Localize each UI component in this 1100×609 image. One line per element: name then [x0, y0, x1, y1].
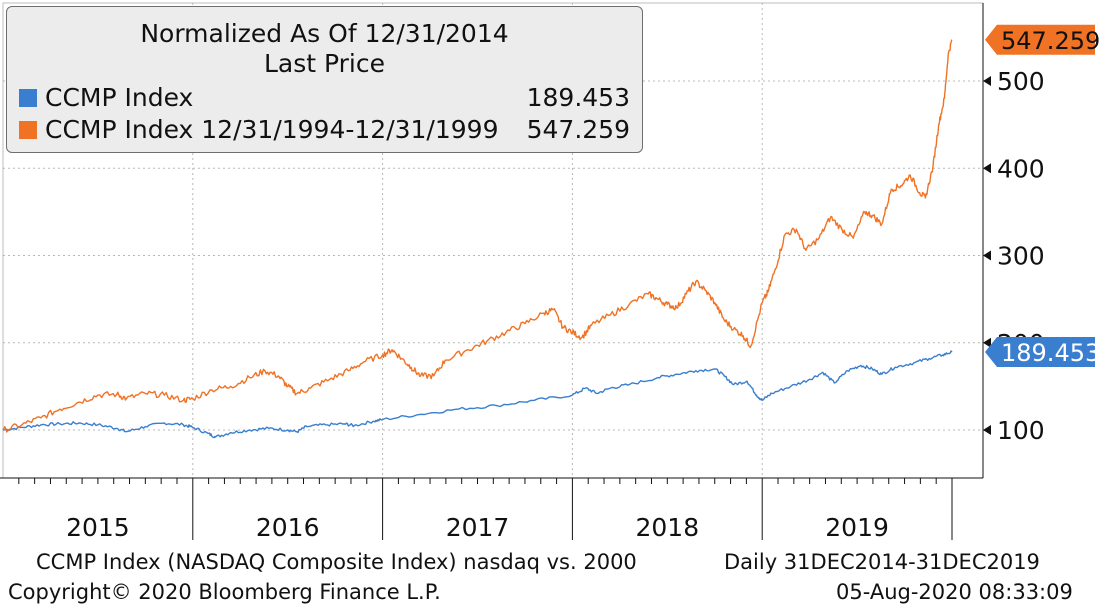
x-tick-label: 2016 [256, 513, 320, 542]
series-line-0 [2, 350, 953, 439]
y-tick-mark [983, 163, 991, 174]
last-value-tag-0 [985, 336, 1095, 367]
footer-range: Daily 31DEC2014-31DEC2019 [724, 550, 1040, 574]
legend-swatch-ccmp-1990s [19, 121, 37, 139]
x-tick-label: 2015 [66, 513, 130, 542]
y-tick-label: 300 [997, 242, 1045, 271]
legend-value-ccmp: 189.453 [526, 83, 630, 112]
x-tick-label: 2017 [446, 513, 510, 542]
footer-description: CCMP Index (NASDAQ Composite Index) nasd… [36, 550, 637, 574]
legend-entry-ccmp: CCMP Index 189.453 [19, 83, 630, 113]
y-tick-label: 400 [997, 154, 1045, 183]
x-tick-label: 2018 [635, 513, 699, 542]
last-value-label-1: 547.259 [1001, 27, 1100, 55]
last-value-label-0: 189.453 [1001, 339, 1100, 367]
y-tick-mark [983, 76, 991, 86]
series-line-1 [2, 39, 953, 433]
legend: Normalized As Of 12/31/2014 Last Price C… [6, 6, 643, 153]
y-tick-mark [983, 337, 991, 348]
x-tick-label: 2019 [825, 513, 889, 542]
last-value-tag-1 [985, 24, 1095, 55]
y-tick-label: 500 [997, 67, 1045, 96]
footer-copyright: Copyright© 2020 Bloomberg Finance L.P. [8, 580, 441, 604]
footer-timestamp: 05-Aug-2020 08:33:09 [836, 580, 1073, 604]
y-tick-mark [983, 250, 991, 261]
legend-title: Normalized As Of 12/31/2014 [140, 19, 509, 48]
y-tick-mark [983, 425, 991, 435]
legend-label-ccmp: CCMP Index [45, 83, 194, 112]
legend-subtitle: Last Price [263, 49, 385, 78]
axes: 10020030040050020152016201720182019189.4… [0, 3, 1100, 542]
legend-label-ccmp-1990s: CCMP Index 12/31/1994-12/31/1999 [45, 115, 499, 144]
legend-entry-ccmp-1990s: CCMP Index 12/31/1994-12/31/1999 547.259 [19, 115, 630, 145]
y-tick-label: 100 [997, 416, 1045, 445]
legend-swatch-ccmp [19, 89, 37, 107]
legend-value-ccmp-1990s: 547.259 [526, 115, 630, 144]
